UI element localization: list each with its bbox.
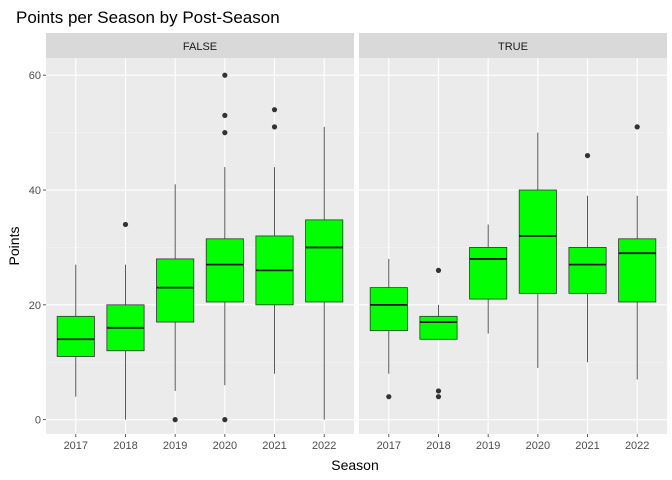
outlier-point [222, 72, 228, 78]
x-tick-label: 2018 [113, 440, 137, 452]
x-tick-label: 2022 [625, 440, 649, 452]
x-tick-label: 2020 [526, 440, 550, 452]
box-iqr [56, 315, 95, 357]
box-false-2018 [106, 221, 145, 420]
y-tick-label: 0 [35, 415, 41, 427]
box-iqr [518, 189, 557, 294]
outlier-point [222, 112, 228, 119]
box-iqr [305, 219, 344, 303]
y-tick-label: 20 [29, 300, 41, 312]
facet-panel-true: TRUE 2017 2018 2019 2020 2021 2022 [359, 33, 667, 452]
box-false-2019 [156, 184, 195, 423]
x-tick-label: 2017 [377, 440, 401, 452]
x-axis-title: Season [331, 457, 378, 473]
box-iqr [156, 258, 195, 323]
y-axis: 0 20 40 60 [29, 70, 46, 427]
box-iqr [369, 287, 408, 332]
box-iqr [568, 247, 607, 294]
box-true-2020 [518, 132, 557, 368]
outlier-point [435, 394, 442, 400]
facet-strip [46, 33, 354, 58]
facet-strip [359, 33, 667, 58]
outlier-point [386, 394, 392, 400]
facet-strip-label: FALSE [183, 41, 217, 53]
box-false-2022 [305, 126, 344, 420]
x-tick-label: 2019 [163, 440, 187, 452]
outlier-point [271, 124, 278, 130]
x-tick-label: 2021 [575, 440, 599, 452]
panel-background [46, 58, 354, 434]
box-true-2017 [369, 258, 408, 400]
x-tick-label: 2018 [426, 440, 450, 452]
outlier-point [271, 107, 278, 113]
outlier-point [435, 267, 442, 273]
outlier-point [634, 124, 640, 130]
box-true-2022 [618, 124, 657, 380]
x-tick-label: 2021 [262, 440, 286, 452]
y-tick-label: 40 [29, 185, 41, 197]
x-tick-label: 2022 [312, 440, 336, 452]
outlier-point [222, 417, 228, 423]
facet-panels: FALSE 2017 2018 2019 2020 2021 2022 TRUE 2017 201… [46, 33, 667, 452]
x-tick-label: 2019 [476, 440, 500, 452]
x-tick-label: 2017 [64, 440, 88, 452]
outlier-point [222, 130, 228, 136]
x-tick-label: 2020 [213, 440, 237, 452]
box-true-2021 [568, 152, 607, 363]
panel-background [359, 58, 667, 434]
outlier-point [584, 152, 591, 159]
outlier-point [122, 221, 129, 228]
box-iqr [205, 238, 244, 303]
box-false-2017 [56, 264, 95, 397]
box-iqr [419, 315, 458, 340]
outlier-point [435, 388, 442, 394]
box-iqr [469, 247, 508, 300]
chart-title: Points per Season by Post-Season [16, 8, 280, 27]
box-true-2018 [419, 267, 458, 400]
box-iqr [618, 238, 657, 303]
box-false-2021 [255, 107, 294, 374]
box-false-2020 [205, 72, 244, 423]
y-axis-title: Points [6, 227, 22, 266]
box-true-2019 [469, 224, 508, 334]
outlier-point [172, 417, 178, 423]
facet-strip-label: TRUE [498, 41, 528, 53]
facet-panel-false: FALSE 2017 2018 2019 2020 2021 2022 [46, 33, 354, 452]
y-tick-label: 60 [29, 70, 41, 82]
